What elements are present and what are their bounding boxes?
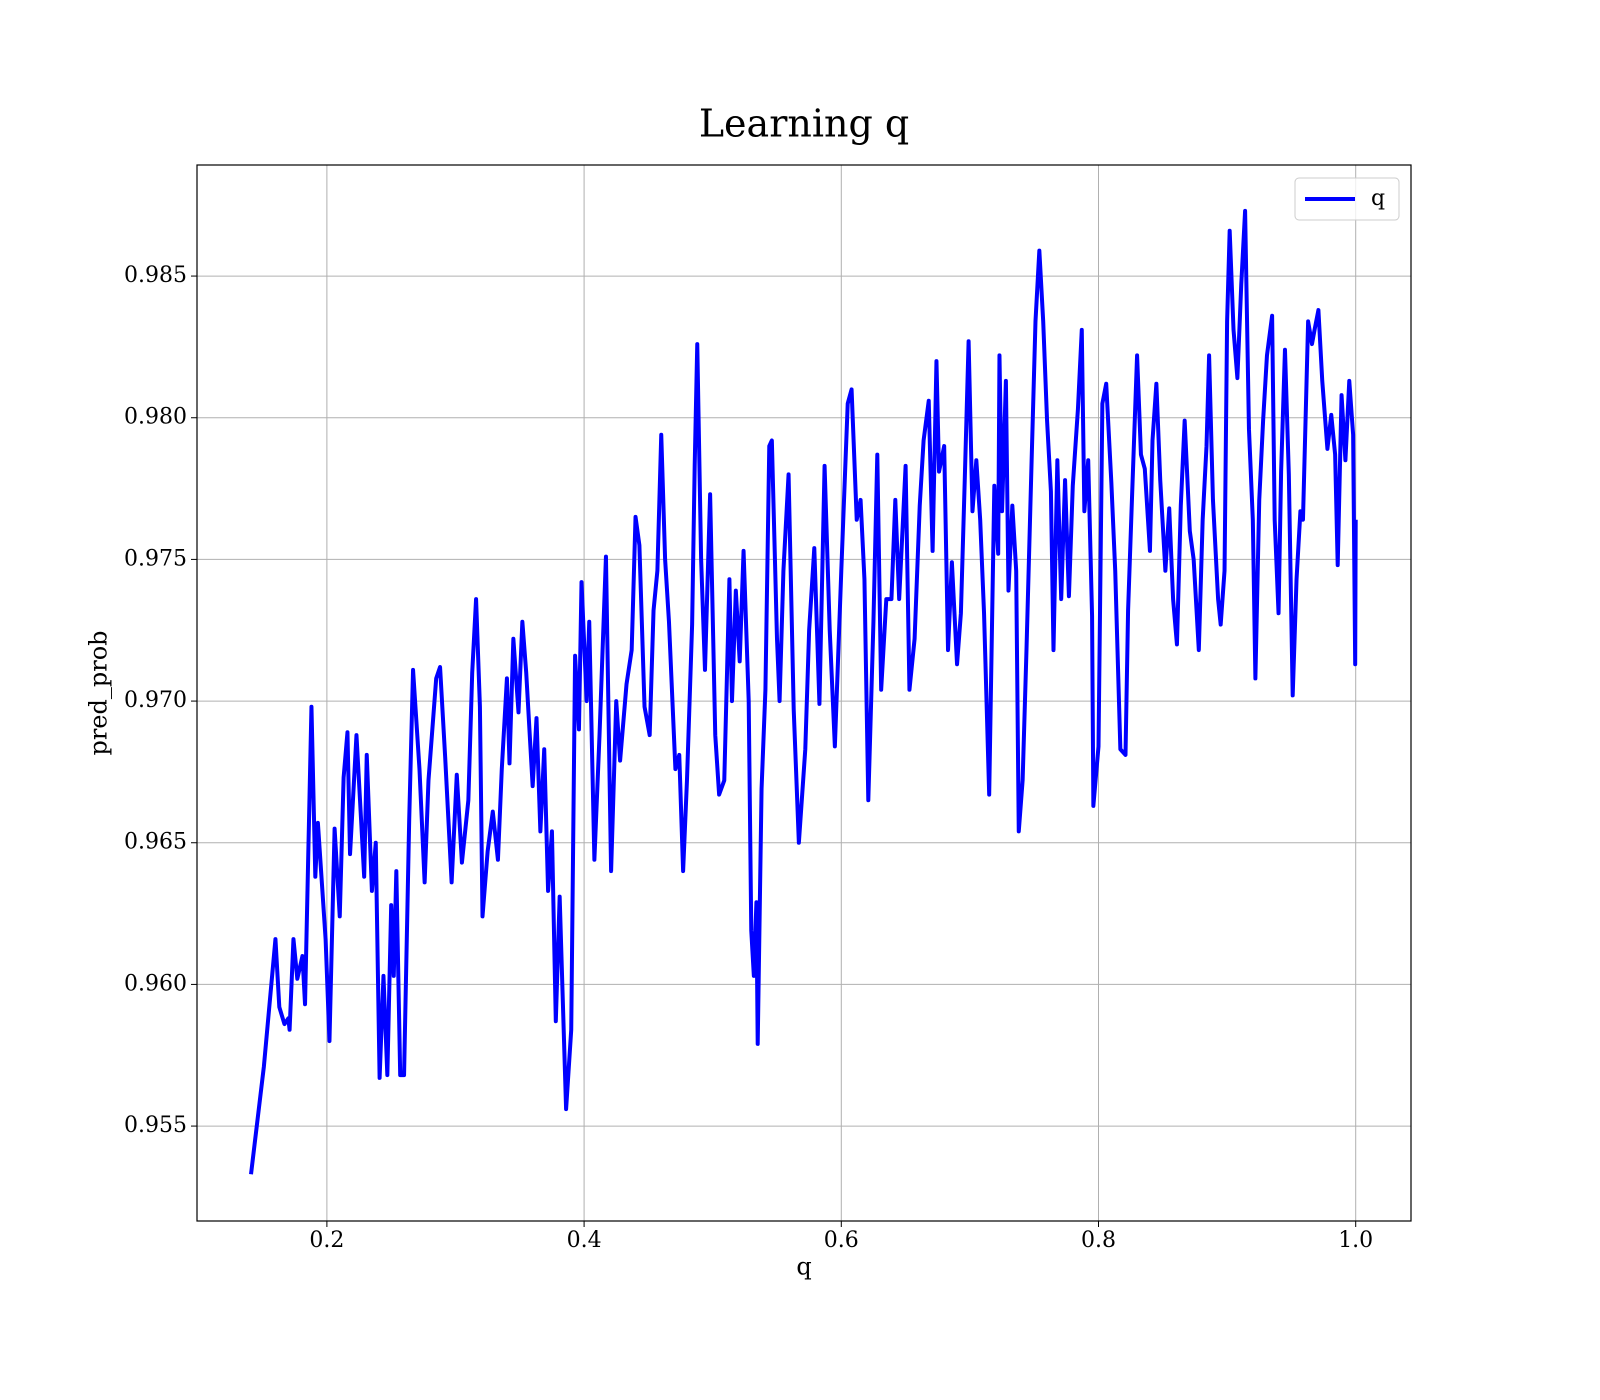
y-tick-label: 0.980: [124, 405, 187, 430]
y-axis-label: pred_prob: [85, 630, 113, 755]
y-tick-label: 0.975: [124, 546, 187, 571]
y-tick-label: 0.955: [124, 1113, 187, 1138]
x-tick-label: 0.6: [824, 1228, 859, 1253]
x-tick-label: 1.0: [1338, 1228, 1373, 1253]
plot-frame: [196, 164, 1412, 1222]
y-tick-label: 0.985: [124, 263, 187, 288]
x-axis-label: q: [796, 1253, 811, 1281]
x-tick-label: 0.8: [1081, 1228, 1116, 1253]
x-tick-label: 0.4: [567, 1228, 602, 1253]
chart-title: Learning q: [699, 102, 909, 146]
legend-label: q: [1371, 186, 1385, 211]
y-tick-label: 0.970: [124, 688, 187, 713]
x-tick-label: 0.2: [309, 1228, 344, 1253]
data-line: [249, 208, 1358, 1175]
y-tick-label: 0.960: [124, 971, 187, 996]
y-tick-label: 0.965: [124, 830, 187, 855]
